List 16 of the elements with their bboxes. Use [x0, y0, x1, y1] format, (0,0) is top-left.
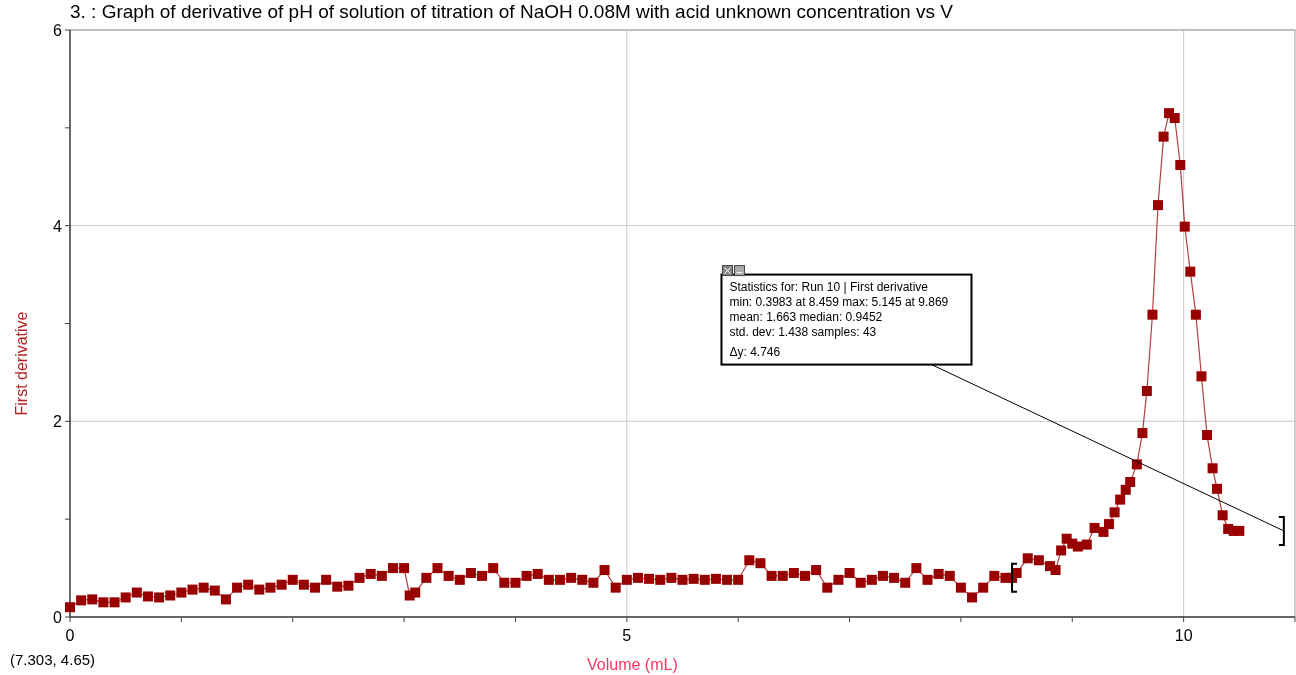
x-tick-label: 10 [1174, 627, 1193, 644]
x-tick-label: 5 [622, 627, 632, 644]
text: (7.303, 4.65) [10, 651, 96, 668]
y-tick-label: 2 [53, 413, 63, 431]
annotation: Δy: 4.746 [729, 344, 781, 359]
x-tick-label: 0 [65, 627, 75, 644]
y-tick-label: 4 [53, 217, 63, 235]
annotation: Statistics for: Run 10 | First derivative [729, 279, 929, 294]
y-axis-title: First derivative [13, 311, 30, 416]
x-axis-title: Volume (mL) [587, 656, 678, 673]
chart-title: 3. : Graph of derivative of pH of solution of titration of NaOH 0.08M with acid unknown concentration vs V [70, 1, 954, 22]
annotation: std. dev: 1.438 samples: 43 [729, 324, 877, 339]
y-tick-label: 0 [53, 609, 63, 626]
annotation: min: 0.3983 at 8.459 max: 5.145 at 9.869 [729, 294, 949, 309]
annotation: mean: 1.663 median: 0.9452 [729, 309, 883, 324]
y-tick-label: 6 [53, 22, 63, 39]
